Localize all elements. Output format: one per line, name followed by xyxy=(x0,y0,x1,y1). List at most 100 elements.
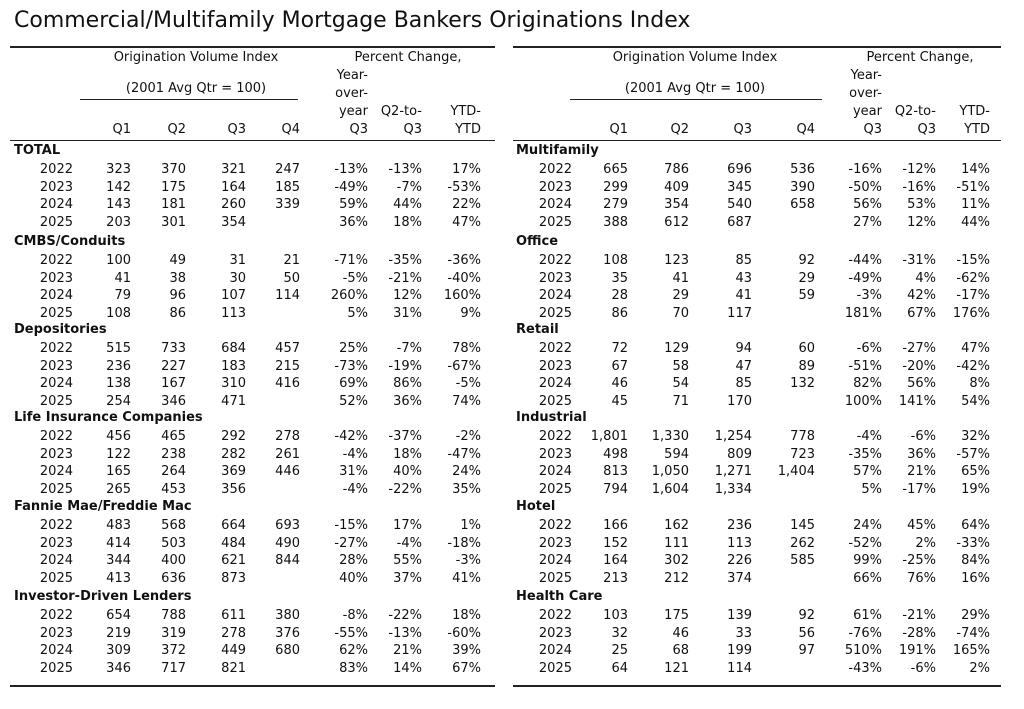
cell: 25 xyxy=(611,643,628,658)
cell: 99% xyxy=(853,553,882,568)
cell: 141% xyxy=(898,393,936,409)
cell: 92 xyxy=(798,253,815,268)
year: 2023 xyxy=(538,625,572,641)
cell: 809 xyxy=(727,446,752,462)
cell: 30 xyxy=(229,270,246,286)
cell: 247 xyxy=(275,162,300,177)
cell: 654 xyxy=(106,608,131,623)
cell: 67% xyxy=(452,660,481,676)
cell: 356 xyxy=(221,481,246,497)
year: 2025 xyxy=(538,393,572,409)
cell: 61% xyxy=(853,608,882,623)
cell: 31% xyxy=(339,464,368,479)
cell: -2% xyxy=(455,429,481,444)
cell: -7% xyxy=(396,341,422,356)
cell: 94 xyxy=(735,341,752,356)
cell: 400 xyxy=(161,553,186,568)
cell: 345 xyxy=(727,179,752,195)
cell: 36% xyxy=(393,393,422,409)
cell: 323 xyxy=(106,162,131,177)
cell: 117 xyxy=(727,305,752,321)
cell: 723 xyxy=(790,446,815,462)
cell: -18% xyxy=(447,535,481,551)
cell: 844 xyxy=(275,553,300,568)
cell: 170 xyxy=(727,393,752,409)
cell: -57% xyxy=(956,446,990,462)
cell: 74% xyxy=(452,393,481,409)
cell: 85 xyxy=(735,253,752,268)
year: 2024 xyxy=(39,643,73,658)
cell: 12% xyxy=(393,288,422,303)
year: 2025 xyxy=(538,481,572,497)
cell: 409 xyxy=(664,179,689,195)
cell: 44% xyxy=(961,214,990,230)
cell: 162 xyxy=(664,518,689,533)
year: 2025 xyxy=(39,660,73,676)
cell: 44% xyxy=(393,197,422,212)
cell: 788 xyxy=(161,608,186,623)
cell: 414 xyxy=(106,535,131,551)
year: 2022 xyxy=(39,518,73,533)
cell: 165 xyxy=(106,464,131,479)
cell: 354 xyxy=(221,214,246,230)
cell: 21% xyxy=(907,464,936,479)
cell: 31% xyxy=(393,305,422,321)
cell: -52% xyxy=(848,535,882,551)
cell: 142 xyxy=(106,179,131,195)
cell: -43% xyxy=(848,660,882,676)
cell: 41 xyxy=(114,270,131,286)
cell: 54 xyxy=(672,376,689,391)
column-header: Q2 xyxy=(670,122,689,137)
rule xyxy=(10,140,495,141)
cell: 515 xyxy=(106,341,131,356)
cell: -33% xyxy=(956,535,990,551)
year: 2024 xyxy=(39,553,73,568)
column-header: year xyxy=(338,104,368,119)
year: 2023 xyxy=(538,446,572,462)
cell: 160% xyxy=(443,288,481,303)
cell: 199 xyxy=(727,643,752,658)
cell: -71% xyxy=(334,253,368,268)
cell: 38 xyxy=(169,270,186,286)
cell: 85 xyxy=(735,376,752,391)
cell: -37% xyxy=(388,429,422,444)
cell: 55% xyxy=(393,553,422,568)
group-name: Multifamily xyxy=(516,143,599,158)
cell: -31% xyxy=(902,253,936,268)
year: 2022 xyxy=(538,162,572,177)
cell: -51% xyxy=(848,358,882,374)
cell: -19% xyxy=(388,358,422,374)
cell: -21% xyxy=(902,608,936,623)
cell: 390 xyxy=(790,179,815,195)
cell: 278 xyxy=(221,625,246,641)
cell: -42% xyxy=(334,429,368,444)
cell: 873 xyxy=(221,570,246,586)
cell: 37% xyxy=(393,570,422,586)
cell: -13% xyxy=(388,625,422,641)
column-header: Q1 xyxy=(609,122,628,137)
column-header: Q3 xyxy=(733,122,752,137)
year: 2022 xyxy=(39,429,73,444)
cell: 498 xyxy=(603,446,628,462)
cell: 236 xyxy=(727,518,752,533)
cell: 53% xyxy=(907,197,936,212)
cell: 108 xyxy=(603,253,628,268)
cell: 453 xyxy=(161,481,186,497)
year: 2022 xyxy=(39,253,73,268)
cell: 636 xyxy=(161,570,186,586)
cell: 238 xyxy=(161,446,186,462)
cell: 1,330 xyxy=(651,429,689,444)
cell: 302 xyxy=(664,553,689,568)
cell: -22% xyxy=(388,608,422,623)
rule xyxy=(10,46,495,48)
cell: 215 xyxy=(275,358,300,374)
cell: 376 xyxy=(275,625,300,641)
year: 2023 xyxy=(39,358,73,374)
cell: 388 xyxy=(603,214,628,230)
cell: 82% xyxy=(853,376,882,391)
cell: 72 xyxy=(611,341,628,356)
cell: 278 xyxy=(275,429,300,444)
cell: 21% xyxy=(393,643,422,658)
cell: 22% xyxy=(452,197,481,212)
